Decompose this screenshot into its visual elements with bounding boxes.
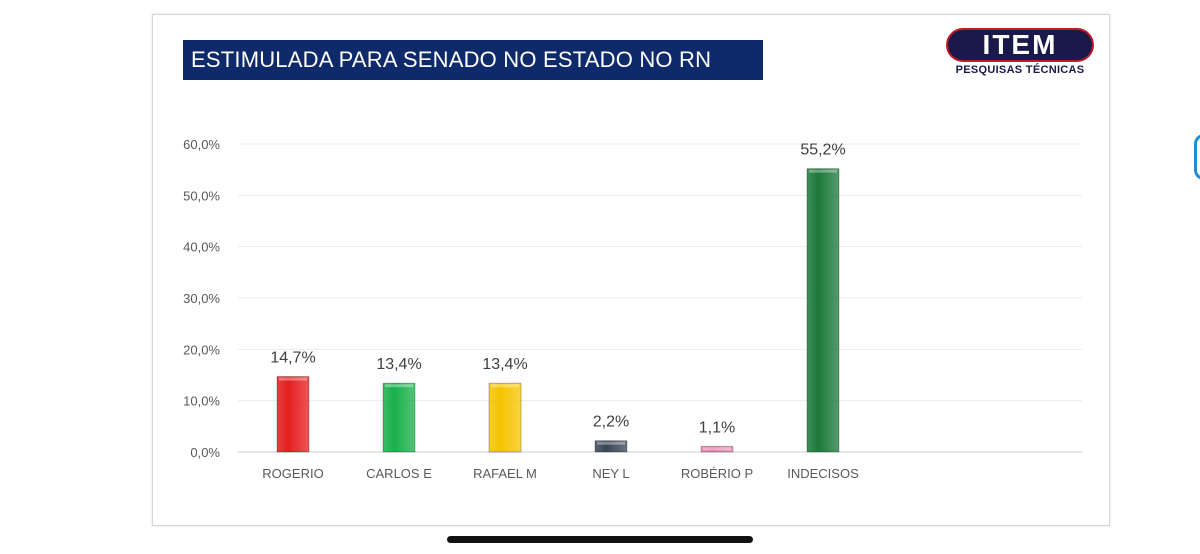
data-label: 13,4% <box>376 356 421 373</box>
bar-indecisos <box>806 168 840 453</box>
y-axis-ticks: 0,0% 10,0% 20,0% 30,0% 40,0% 50,0% 60,0% <box>183 137 220 460</box>
bar-highlight <box>597 441 625 445</box>
logo-subtitle: PESQUISAS TÉCNICAS <box>955 64 1085 76</box>
x-tick-label: ROGERIO <box>262 466 323 481</box>
bar-robério-p <box>700 445 734 453</box>
data-label: 1,1% <box>699 419 735 436</box>
bar-highlight <box>809 169 837 173</box>
data-label: 13,4% <box>482 356 527 373</box>
bar-highlight <box>703 447 731 451</box>
x-tick-label: NEY L <box>592 466 629 481</box>
bar-highlight <box>279 377 307 381</box>
bar-ney-l <box>594 440 628 453</box>
x-tick-label: INDECISOS <box>787 466 859 481</box>
bar-carlos-e <box>382 382 416 453</box>
bar-highlight <box>385 384 413 388</box>
chart-title: ESTIMULADA PARA SENADO NO ESTADO NO RN <box>183 40 763 80</box>
side-edge-tab[interactable] <box>1194 134 1200 180</box>
data-label: 55,2% <box>800 142 845 159</box>
x-tick-label: ROBÉRIO P <box>681 466 753 481</box>
x-axis-ticks: ROGERIO CARLOS E RAFAEL M NEY L ROBÉRIO P IND… <box>262 466 859 481</box>
bar-chart: 0,0% 10,0% 20,0% 30,0% 40,0% 50,0% 60,0% 14,7%… <box>183 137 1082 481</box>
y-tick-label: 20,0% <box>183 342 220 357</box>
value-labels: 14,7% 13,4% 13,4% 2,2% 1,1% 55,2% <box>270 142 845 437</box>
logo-badge <box>946 28 1094 62</box>
y-tick-label: 10,0% <box>183 394 220 409</box>
data-label: 14,7% <box>270 350 315 367</box>
chart-card <box>152 14 1110 526</box>
x-tick-label: CARLOS E <box>366 466 432 481</box>
x-tick-label: RAFAEL M <box>473 466 537 481</box>
bar-rafael-m <box>488 382 522 453</box>
y-tick-label: 0,0% <box>190 445 220 460</box>
home-indicator[interactable] <box>447 536 753 543</box>
bar-rogerio <box>276 376 310 453</box>
data-label: 2,2% <box>593 414 629 431</box>
bar-highlight <box>491 384 519 388</box>
y-tick-label: 60,0% <box>183 137 220 152</box>
logo-wordmark: ITEM <box>982 29 1058 60</box>
gridlines <box>238 143 1082 453</box>
y-tick-label: 40,0% <box>183 240 220 255</box>
y-tick-label: 30,0% <box>183 291 220 306</box>
y-tick-label: 50,0% <box>183 188 220 203</box>
bars <box>276 168 840 453</box>
item-logo: ITEM PESQUISAS TÉCNICAS <box>940 26 1100 82</box>
